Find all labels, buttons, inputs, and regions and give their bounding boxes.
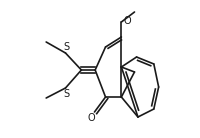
- Text: O: O: [88, 113, 96, 123]
- Text: O: O: [123, 16, 131, 26]
- Text: S: S: [63, 42, 69, 52]
- Text: S: S: [63, 89, 69, 99]
